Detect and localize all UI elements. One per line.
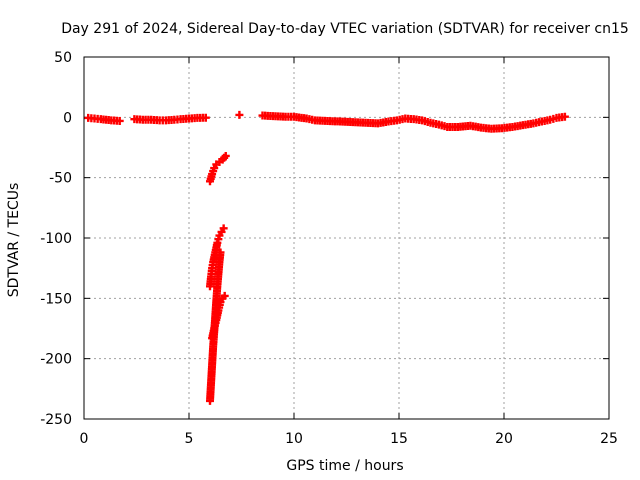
data-points	[84, 110, 569, 405]
data-point	[221, 151, 230, 160]
data-point	[201, 113, 210, 122]
x-tick-label: 10	[285, 431, 303, 447]
y-tick-label: -50	[49, 171, 72, 187]
x-tick-label: 25	[600, 431, 618, 447]
data-point	[235, 110, 244, 119]
y-tick-label: -250	[40, 412, 72, 428]
data-point	[219, 224, 228, 233]
grid-lines	[84, 57, 609, 419]
data-point	[560, 112, 569, 121]
y-axis-label: SDTVAR / TECUs	[6, 183, 22, 298]
x-tick-label: 5	[185, 431, 194, 447]
y-tick-label: 0	[63, 110, 72, 126]
x-tick-label: 20	[495, 431, 513, 447]
chart-title: Day 291 of 2024, Sidereal Day-to-day VTE…	[61, 21, 629, 37]
x-tick-label: 0	[80, 431, 89, 447]
data-point	[115, 116, 124, 125]
x-tick-label: 15	[390, 431, 408, 447]
y-tick-label: -100	[40, 231, 72, 247]
y-tick-label: -150	[40, 291, 72, 307]
x-axis-label: GPS time / hours	[286, 458, 403, 474]
plot-frame	[83, 56, 610, 420]
data-point	[220, 291, 229, 300]
data-point	[216, 248, 225, 257]
y-tick-label: 50	[54, 50, 72, 66]
axis-ticks: 0 5 10 15 20 25 -250 -200 -150 -100 -50 0 50	[40, 50, 618, 447]
y-tick-label: -200	[40, 352, 72, 368]
